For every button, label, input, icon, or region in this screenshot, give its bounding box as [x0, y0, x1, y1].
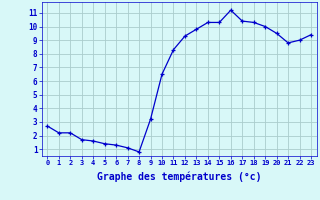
X-axis label: Graphe des températures (°c): Graphe des températures (°c)	[97, 172, 261, 182]
